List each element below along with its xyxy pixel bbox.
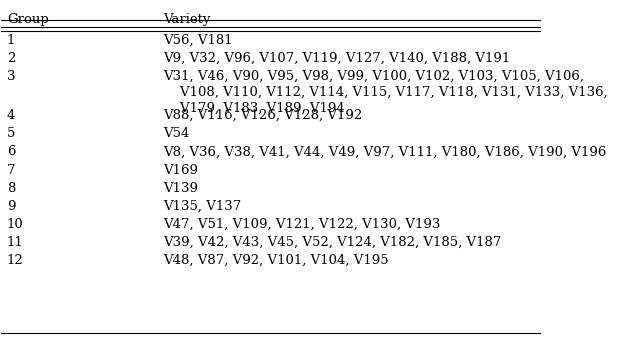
- Text: V169: V169: [163, 164, 198, 176]
- Text: 6: 6: [7, 145, 15, 159]
- Text: V88, V116, V126, V128, V192: V88, V116, V126, V128, V192: [163, 109, 362, 122]
- Text: 3: 3: [7, 70, 15, 83]
- Text: 4: 4: [7, 109, 15, 122]
- Text: V39, V42, V43, V45, V52, V124, V182, V185, V187: V39, V42, V43, V45, V52, V124, V182, V18…: [163, 236, 502, 249]
- Text: 8: 8: [7, 182, 15, 195]
- Text: V9, V32, V96, V107, V119, V127, V140, V188, V191: V9, V32, V96, V107, V119, V127, V140, V1…: [163, 52, 511, 65]
- Text: 10: 10: [7, 218, 24, 231]
- Text: V8, V36, V38, V41, V44, V49, V97, V111, V180, V186, V190, V196: V8, V36, V38, V41, V44, V49, V97, V111, …: [163, 145, 607, 159]
- Text: V54: V54: [163, 127, 189, 140]
- Text: Group: Group: [7, 13, 49, 26]
- Text: V56, V181: V56, V181: [163, 34, 233, 47]
- Text: 7: 7: [7, 164, 15, 176]
- Text: V135, V137: V135, V137: [163, 200, 241, 213]
- Text: V139: V139: [163, 182, 198, 195]
- Text: V31, V46, V90, V95, V98, V99, V100, V102, V103, V105, V106,
    V108, V110, V112: V31, V46, V90, V95, V98, V99, V100, V102…: [163, 70, 608, 115]
- Text: V48, V87, V92, V101, V104, V195: V48, V87, V92, V101, V104, V195: [163, 254, 389, 267]
- Text: V47, V51, V109, V121, V122, V130, V193: V47, V51, V109, V121, V122, V130, V193: [163, 218, 441, 231]
- Text: 11: 11: [7, 236, 24, 249]
- Text: 9: 9: [7, 200, 15, 213]
- Text: 2: 2: [7, 52, 15, 65]
- Text: 5: 5: [7, 127, 15, 140]
- Text: Variety: Variety: [163, 13, 211, 26]
- Text: 12: 12: [7, 254, 24, 267]
- Text: 1: 1: [7, 34, 15, 47]
